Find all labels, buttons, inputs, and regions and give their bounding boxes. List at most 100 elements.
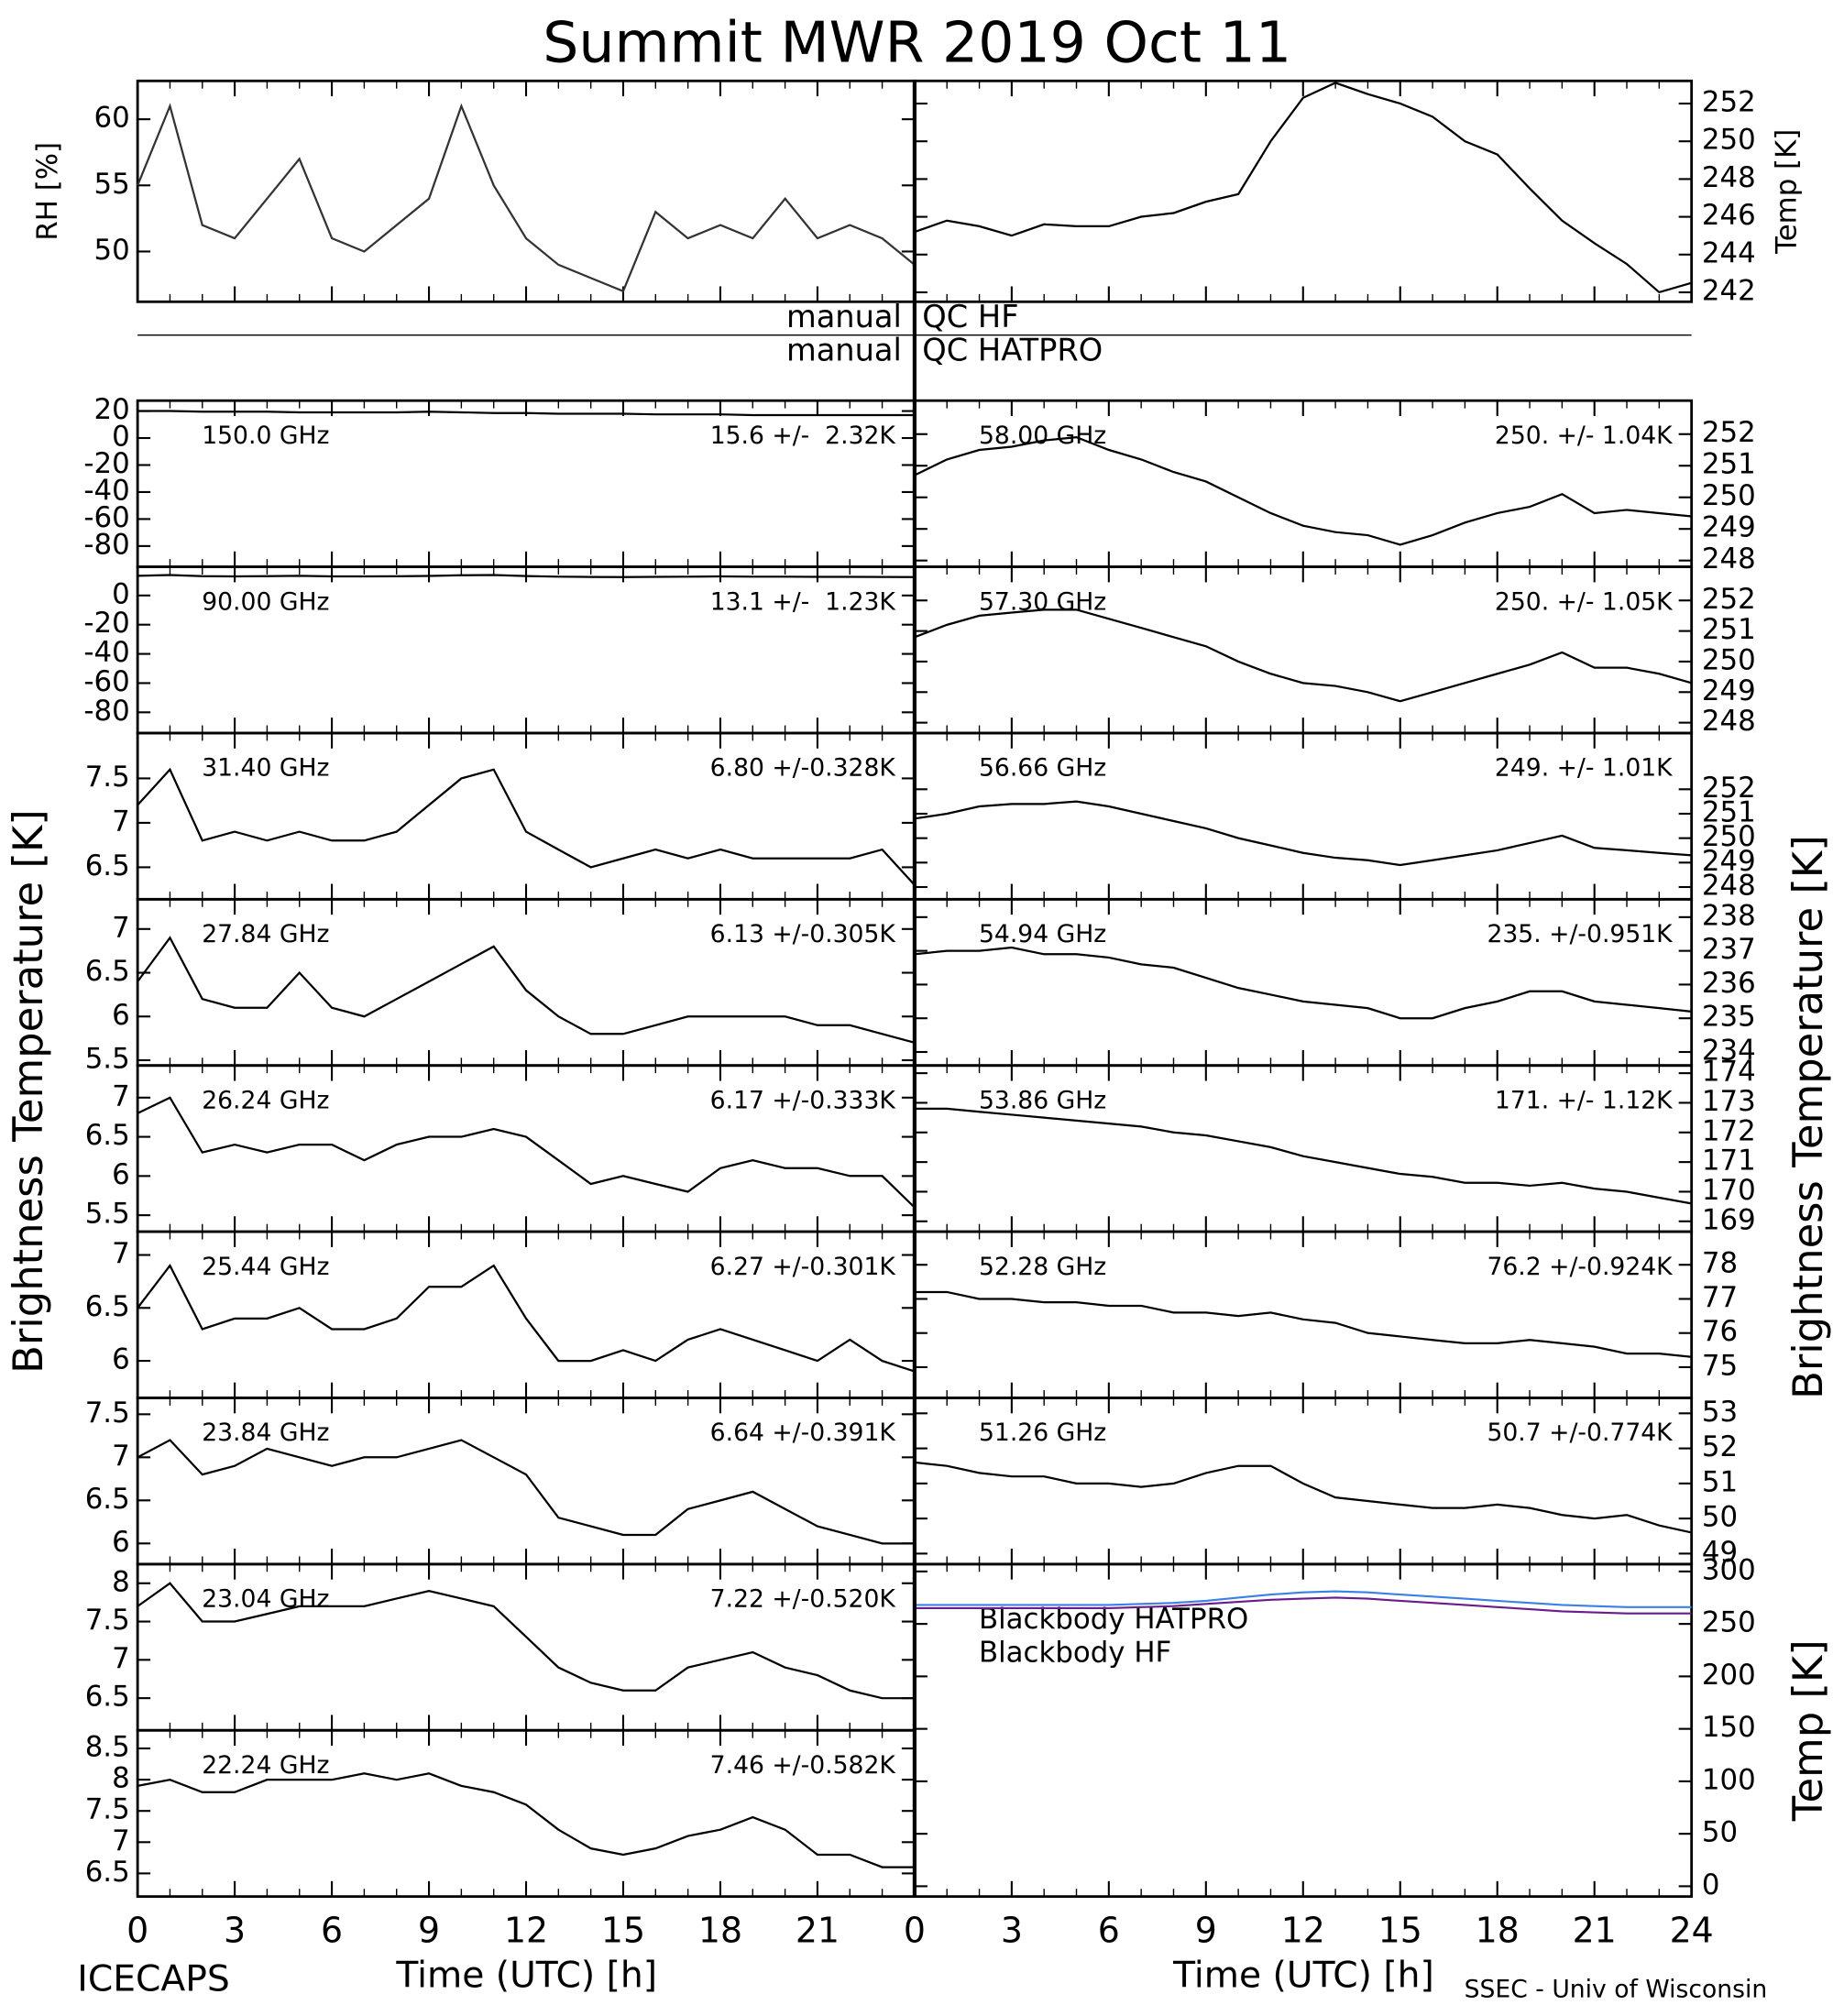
panel-label: 23.04 GHz (202, 1585, 329, 1614)
y-tick-label: 250 (1702, 479, 1756, 512)
y-tick-label: 6.5 (85, 1290, 130, 1323)
y-tick-label: 6.5 (85, 1856, 130, 1889)
y-tick-label: 252 (1702, 416, 1756, 449)
y-tick-label: 300 (1702, 1553, 1756, 1586)
y-tick-label: 52 (1702, 1430, 1738, 1463)
y-tick-label: 60 (94, 102, 130, 135)
y-tick-label: 0 (1702, 1868, 1720, 1901)
panel-stats: 250. +/- 1.04K (1495, 422, 1674, 450)
y-tick-label: 251 (1702, 795, 1756, 828)
panel-label: 22.24 GHz (202, 1751, 329, 1780)
panel-label: 23.84 GHz (202, 1419, 329, 1447)
y-tick-label: 248 (1702, 870, 1756, 903)
y-tick-label: 0 (112, 421, 130, 454)
x-axis-label: Time (UTC) [h] (395, 1955, 657, 1996)
y-tick-label: 236 (1702, 967, 1756, 1000)
x-tick-label: 21 (796, 1910, 840, 1950)
y-tick-label: 252 (1702, 772, 1756, 805)
y-tick-label: 172 (1702, 1114, 1756, 1147)
footer-right: SSEC - Univ of Wisconsin (1465, 1975, 1768, 2003)
data-line (137, 1772, 915, 1868)
y-tick-label: 173 (1702, 1085, 1756, 1118)
y-tick-label: 248 (1702, 161, 1756, 194)
panel-label: 90.00 GHz (202, 587, 329, 616)
y-tick-label: 49 (1702, 1536, 1738, 1569)
y-tick-label: 6.5 (85, 955, 130, 988)
y-tick-label: 7 (112, 1079, 130, 1112)
y-tick-label: 50 (1702, 1816, 1738, 1849)
y-tick-label: -60 (83, 665, 129, 698)
y-tick-label: 51 (1702, 1465, 1738, 1498)
panel-stats: 6.80 +/-0.328K (710, 754, 897, 783)
y-tick-label: 174 (1702, 1056, 1756, 1089)
y-tick-label: 50 (1702, 1501, 1738, 1534)
y-tick-label: 252 (1702, 86, 1756, 119)
panel-stats: 15.6 +/- 2.32K (710, 422, 897, 450)
data-line (914, 435, 1692, 546)
data-line (137, 1263, 916, 1373)
panel-label: 58.00 GHz (979, 422, 1106, 450)
data-line (137, 103, 916, 293)
y-tick-label: 78 (1702, 1247, 1738, 1280)
x-tick-label: 18 (1476, 1910, 1520, 1950)
data-line (914, 82, 1692, 294)
y-tick-label: 7 (112, 1642, 130, 1675)
y-tick-label: 53 (1702, 1396, 1738, 1429)
panel-stats: 171. +/- 1.12K (1495, 1086, 1674, 1114)
data-line (137, 936, 916, 1044)
y-tick-label: 250 (1702, 820, 1756, 853)
y-tick-label: 249 (1702, 511, 1756, 544)
y-tick-label: 76 (1702, 1315, 1738, 1348)
y-tick-label: 5.5 (85, 1198, 130, 1231)
y-tick-label: 250 (1702, 124, 1756, 157)
x-tick-label: 12 (1281, 1910, 1325, 1950)
y-tick-label: -80 (83, 528, 129, 561)
x-tick-label: 12 (504, 1910, 548, 1950)
panel-stats: 7.46 +/-0.582K (710, 1751, 897, 1780)
x-tick-label: 9 (1195, 1910, 1217, 1950)
y-tick-label: 7.5 (85, 1397, 130, 1430)
y-tick-label: 238 (1702, 899, 1756, 932)
data-line (914, 1290, 1692, 1358)
y-tick-label: 150 (1702, 1711, 1756, 1744)
y-tick-label: 20 (94, 393, 130, 426)
y-tick-label: 7 (112, 805, 130, 838)
y-tick-label: -40 (83, 636, 129, 669)
y-tick-label: 75 (1702, 1349, 1738, 1382)
panel-stats: 6.17 +/-0.333K (710, 1086, 897, 1114)
panel-label: 26.24 GHz (202, 1086, 329, 1114)
y-tick-label: 169 (1702, 1203, 1756, 1236)
y-tick-label: 7 (112, 1237, 130, 1270)
qc-label: manual (786, 299, 902, 334)
y-tick-label: 6.5 (85, 1483, 130, 1516)
y-tick-label: 170 (1702, 1174, 1756, 1207)
y-tick-label: 8 (112, 1762, 130, 1795)
y-axis-label: Temp [K] (1784, 1639, 1832, 1822)
x-tick-label: 3 (224, 1910, 246, 1950)
x-tick-label: 15 (601, 1910, 645, 1950)
panel-label: 54.94 GHz (979, 920, 1106, 948)
y-tick-label: 200 (1702, 1659, 1756, 1692)
y-tick-label: 8.5 (85, 1731, 130, 1764)
y-axis-label: RH [%] (31, 142, 64, 241)
y-tick-label: 246 (1702, 199, 1756, 232)
data-line (914, 800, 1692, 867)
y-tick-label: -20 (83, 607, 129, 640)
x-tick-label: 9 (418, 1910, 440, 1950)
y-tick-label: 171 (1702, 1145, 1756, 1178)
y-tick-label: 7.5 (85, 761, 130, 794)
y-tick-label: 6 (112, 1343, 130, 1376)
panel-stats: 235. +/-0.951K (1487, 920, 1674, 948)
y-tick-label: 251 (1702, 448, 1756, 481)
y-tick-label: 7 (112, 1440, 130, 1473)
y-tick-label: 6 (112, 1526, 130, 1559)
panel-label: 150.0 GHz (202, 422, 329, 450)
x-tick-label: 18 (698, 1910, 742, 1950)
footer-left: ICECAPS (77, 1959, 230, 2000)
panel-stats: 50.7 +/-0.774K (1487, 1419, 1674, 1447)
y-tick-label: 252 (1702, 583, 1756, 616)
y-tick-label: 235 (1702, 1001, 1756, 1034)
y-tick-label: 6 (112, 999, 130, 1032)
panel-stats: 76.2 +/-0.924K (1487, 1253, 1674, 1281)
